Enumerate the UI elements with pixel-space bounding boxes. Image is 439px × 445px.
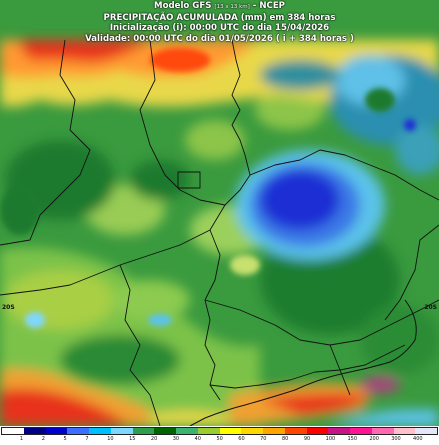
product-title: PRECIPITAÇÃO ACUMULADA (mm) em 384 horas [103, 12, 336, 23]
model-center: - NCEP [249, 1, 285, 11]
legend-swatch [393, 428, 416, 434]
legend-tick-label: 70 [260, 436, 267, 442]
color-legend: 1 2 5 7 10 15 20 30 40 50 60 70 80 90 100 150 200 300 400 [0, 426, 439, 445]
legend-swatch [89, 428, 111, 434]
legend-swatch [110, 428, 133, 434]
legend-swatch [415, 428, 437, 434]
legend-tick-label: 1 [19, 436, 24, 442]
legend-tick-labels: 1 2 5 7 10 15 20 30 40 50 60 70 80 90 100 150 200 300 400 [1, 436, 438, 444]
legend-swatch [176, 428, 198, 434]
legend-tick-label: 15 [129, 436, 136, 442]
legend-tick-label: 7 [85, 436, 89, 442]
legend-color-bar [1, 427, 438, 435]
legend-tick-label: 150 [347, 436, 358, 442]
legend-tick-label: 10 [107, 436, 114, 442]
legend-tick-label: 20 [150, 436, 158, 442]
legend-tick-label: 60 [238, 436, 245, 442]
latitude-label-right: 20S [424, 304, 437, 311]
legend-swatch [306, 428, 329, 434]
legend-swatch [350, 428, 372, 434]
legend-swatch [219, 428, 242, 434]
legend-tick-label: 50 [216, 436, 223, 442]
validity-time: Validade: 00:00 UTC do dia 01/05/2026 ( … [85, 33, 354, 44]
legend-tick-label: 80 [281, 436, 289, 442]
legend-swatch [328, 428, 350, 434]
legend-tick-label: 100 [325, 436, 336, 442]
legend-tick-label: 400 [413, 436, 423, 442]
legend-tick-label: 40 [194, 436, 201, 442]
legend-swatch [45, 428, 68, 434]
legend-swatch [371, 428, 394, 434]
legend-tick-label: 2 [41, 436, 45, 442]
initialization-time: Inicialização (i): 00:00 UTC do dia 15/0… [109, 23, 330, 34]
state-boundaries [0, 39, 439, 426]
legend-swatch [284, 428, 307, 434]
legend-swatch [67, 428, 89, 434]
legend-swatch [197, 428, 220, 434]
legend-swatch [23, 428, 46, 434]
precip-field-detail [0, 48, 416, 328]
model-title: Modelo GFS [13 x 13 km] - NCEP [0, 1, 439, 13]
legend-swatch [263, 428, 285, 434]
precipitation-map [0, 0, 439, 426]
legend-tick-label: 5 [63, 436, 67, 442]
legend-swatch [2, 428, 24, 434]
legend-tick-label: 90 [303, 436, 311, 442]
legend-tick-label: 300 [391, 436, 401, 442]
legend-swatch [241, 428, 263, 434]
model-resolution: [13 x 13 km] [214, 4, 250, 10]
legend-swatch [154, 428, 176, 434]
coastline [189, 299, 417, 426]
legend-tick-label: 200 [369, 436, 379, 442]
legend-swatch [132, 428, 155, 434]
latitude-label-left: 20S [2, 304, 15, 311]
map-header: Modelo GFS [13 x 13 km] - NCEP PRECIPITA… [0, 0, 439, 44]
model-name: Modelo GFS [154, 1, 212, 11]
legend-tick-label: 30 [172, 436, 180, 442]
